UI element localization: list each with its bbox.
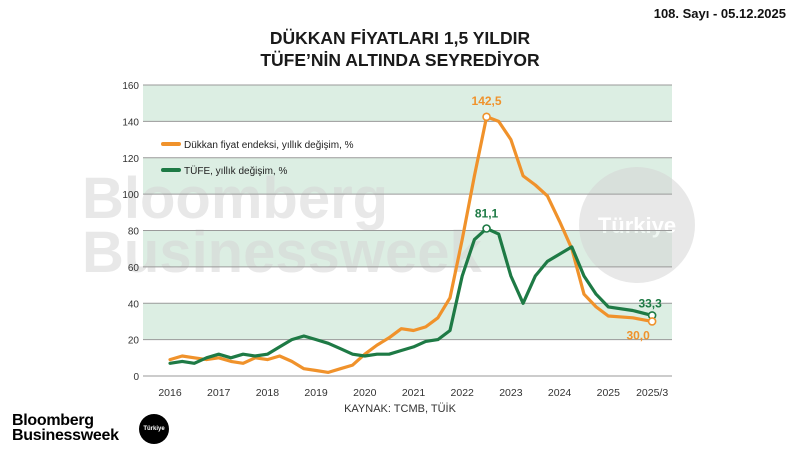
source-note: KAYNAK: TCMB, TÜİK: [344, 403, 456, 415]
y-tick-label: 40: [128, 299, 140, 310]
x-tick-label: 2016: [158, 387, 182, 399]
band: [143, 85, 672, 122]
legend-label-cpi: TÜFE, yıllık değişim, %: [184, 165, 287, 177]
y-axis-ticks: 0 20 40 60 80 100 120 140 160: [122, 81, 139, 383]
x-tick-label: 2020: [353, 387, 377, 399]
band: [143, 303, 672, 340]
turkiye-badge: Türkiye: [139, 414, 169, 444]
data-point-marker: [482, 224, 491, 233]
legend: Dükkan fiyat endeksi, yıllık değişim, % …: [161, 140, 354, 177]
y-tick-label: 20: [128, 336, 140, 347]
issue-date: 108. Sayı - 05.12.2025: [653, 6, 786, 21]
data-label: 30,0: [626, 328, 650, 342]
y-tick-label: 140: [122, 117, 139, 128]
data-label: 33,3: [638, 296, 662, 310]
watermark-circle: [579, 167, 695, 283]
x-tick-label: 2021: [402, 387, 426, 399]
watermark-text-2: Businessweek: [82, 220, 483, 285]
title-line-2: TÜFE’NİN ALTINDA SEYREDİYOR: [260, 50, 540, 70]
x-tick-label: 2022: [451, 387, 475, 399]
shop-index-line: [168, 115, 654, 374]
x-tick-label: 2019: [304, 387, 328, 399]
data-point-marker: [647, 317, 657, 326]
data-label: 142,5: [472, 94, 502, 108]
chart-title: DÜKKAN FİYATLARI 1,5 YILDIR TÜFE’NİN ALT…: [0, 27, 800, 71]
y-tick-label: 80: [128, 227, 140, 238]
annotations: 142,5 81,1 33,3 30,0: [472, 94, 663, 343]
x-tick-label: 2023: [499, 387, 523, 399]
y-tick-label: 160: [122, 81, 139, 92]
x-axis-ticks: 2016 2017 2018 2019 2020 2021 2022 2023 2024 2025…: [158, 387, 668, 399]
watermark-circle-text: Türkiye: [598, 213, 676, 238]
x-tick-label: 2018: [256, 387, 280, 399]
y-tick-label: 60: [128, 263, 140, 274]
legend-label-shop-index: Dükkan fiyat endeksi, yıllık değişim, %: [184, 140, 354, 151]
band: [143, 157, 672, 195]
x-tick-label: 2025/3: [636, 387, 668, 399]
x-tick-label: 2017: [207, 387, 231, 399]
cpi-line: [168, 226, 654, 365]
y-tick-label: 0: [133, 372, 139, 383]
gridlines: [143, 84, 672, 377]
data-label: 81,1: [475, 206, 499, 220]
brand-logo: Bloomberg Businessweek: [12, 412, 119, 444]
brand-line-2: Businessweek: [12, 427, 119, 444]
x-tick-label: 2025: [597, 387, 621, 399]
brand-line-1: Bloomberg: [12, 412, 94, 429]
y-tick-label: 120: [122, 154, 139, 165]
background-bands: [143, 85, 672, 340]
x-tick-label: 2024: [548, 387, 572, 399]
y-tick-label: 100: [122, 190, 139, 201]
watermark-text-1: Bloomberg: [82, 166, 388, 231]
title-line-1: DÜKKAN FİYATLARI 1,5 YILDIR: [269, 28, 531, 48]
data-point-marker: [482, 112, 491, 122]
data-lines: [168, 115, 654, 374]
